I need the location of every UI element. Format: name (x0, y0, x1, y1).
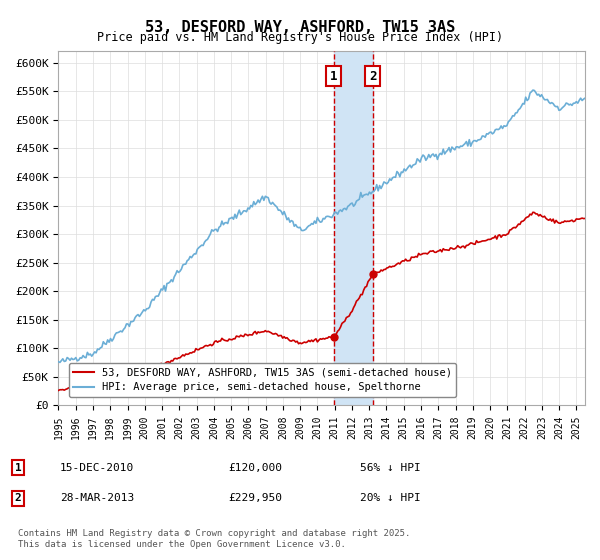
Text: 2: 2 (14, 493, 22, 503)
Text: 56% ↓ HPI: 56% ↓ HPI (360, 463, 421, 473)
Text: 1: 1 (330, 69, 338, 83)
Text: 53, DESFORD WAY, ASHFORD, TW15 3AS: 53, DESFORD WAY, ASHFORD, TW15 3AS (145, 20, 455, 35)
Text: 20% ↓ HPI: 20% ↓ HPI (360, 493, 421, 503)
Text: Price paid vs. HM Land Registry's House Price Index (HPI): Price paid vs. HM Land Registry's House … (97, 31, 503, 44)
Text: £120,000: £120,000 (228, 463, 282, 473)
Text: £229,950: £229,950 (228, 493, 282, 503)
Bar (334, 52, 373, 405)
Text: 1: 1 (14, 463, 22, 473)
Text: 28-MAR-2013: 28-MAR-2013 (60, 493, 134, 503)
Legend: 53, DESFORD WAY, ASHFORD, TW15 3AS (semi-detached house), HPI: Average price, se: 53, DESFORD WAY, ASHFORD, TW15 3AS (semi… (69, 363, 457, 396)
Text: 2: 2 (369, 69, 377, 83)
Text: 15-DEC-2010: 15-DEC-2010 (60, 463, 134, 473)
Text: Contains HM Land Registry data © Crown copyright and database right 2025.
This d: Contains HM Land Registry data © Crown c… (18, 529, 410, 549)
